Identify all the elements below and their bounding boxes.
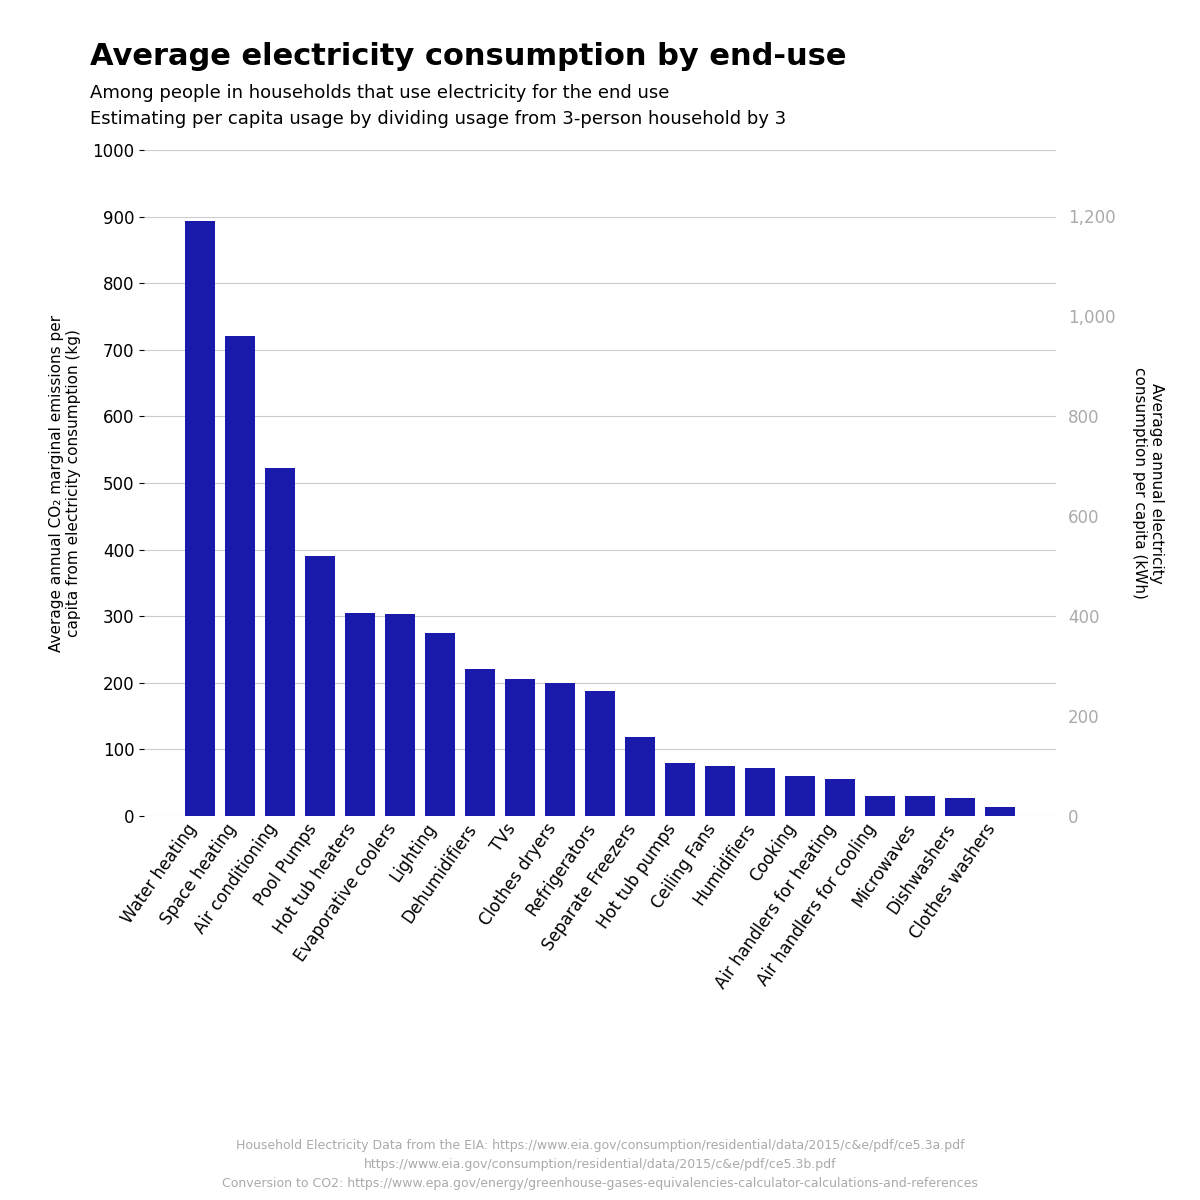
Bar bbox=[186, 221, 216, 816]
Bar bbox=[665, 763, 695, 816]
Bar bbox=[505, 679, 535, 816]
Bar bbox=[905, 796, 935, 816]
Text: Conversion to CO2: https://www.epa.gov/energy/greenhouse-gases-equivalencies-cal: Conversion to CO2: https://www.epa.gov/e… bbox=[222, 1177, 978, 1190]
Bar bbox=[824, 779, 854, 816]
Bar bbox=[545, 683, 575, 816]
Bar bbox=[305, 557, 335, 816]
Bar bbox=[385, 614, 415, 816]
Bar bbox=[466, 670, 496, 816]
Bar bbox=[984, 808, 1014, 816]
Bar bbox=[346, 613, 376, 816]
Bar bbox=[745, 768, 775, 816]
Text: Household Electricity Data from the EIA: https://www.eia.gov/consumption/residen: Household Electricity Data from the EIA:… bbox=[235, 1139, 965, 1152]
Bar bbox=[944, 798, 974, 816]
Bar bbox=[226, 336, 256, 816]
Bar bbox=[785, 776, 815, 816]
Text: Average electricity consumption by end-use: Average electricity consumption by end-u… bbox=[90, 42, 846, 71]
Bar bbox=[625, 738, 655, 816]
Bar bbox=[586, 691, 614, 816]
Y-axis label: Average annual CO₂ marginal emissions per
capita from electricity consumption (k: Average annual CO₂ marginal emissions pe… bbox=[49, 314, 82, 652]
Bar bbox=[865, 796, 895, 816]
Bar bbox=[425, 632, 455, 816]
Y-axis label: Average annual electricity
consumption per capita (kWh): Average annual electricity consumption p… bbox=[1132, 367, 1164, 599]
Text: Among people in households that use electricity for the end use: Among people in households that use elec… bbox=[90, 84, 670, 102]
Text: Estimating per capita usage by dividing usage from 3-person household by 3: Estimating per capita usage by dividing … bbox=[90, 110, 786, 128]
Bar bbox=[704, 766, 734, 816]
Bar bbox=[265, 468, 295, 816]
Text: https://www.eia.gov/consumption/residential/data/2015/c&e/pdf/ce5.3b.pdf: https://www.eia.gov/consumption/resident… bbox=[364, 1158, 836, 1171]
